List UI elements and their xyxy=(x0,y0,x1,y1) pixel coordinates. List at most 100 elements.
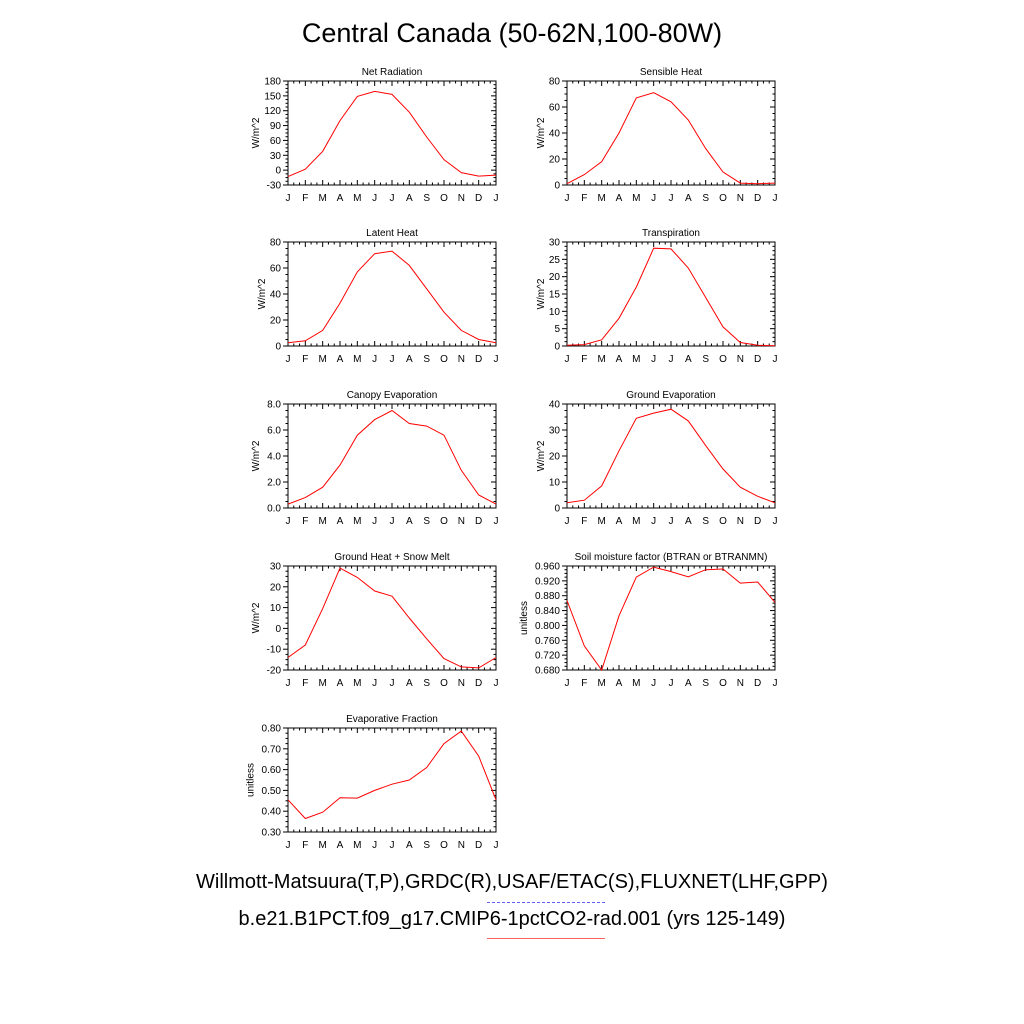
panel-2-x-tick-label: J xyxy=(565,193,570,204)
panel-3-y-axis-label: W/m^2 xyxy=(257,278,268,309)
panel-4-x-tick-label: M xyxy=(632,354,640,365)
panel-8-y-tick-label: 0.840 xyxy=(535,606,560,617)
panel-3-x-tick-label: S xyxy=(423,354,430,365)
panel-1-x-tick-label: M xyxy=(353,193,361,204)
panel-7-x-tick-label: F xyxy=(302,678,308,689)
panel-8-y-axis-label: unitless xyxy=(519,601,530,635)
panel-9-x-tick-label: M xyxy=(353,840,361,851)
panel-6-x-tick-label: J xyxy=(651,516,656,527)
footer-model-line: b.e21.B1PCT.f09_g17.CMIP6-1pctCO2-rad.00… xyxy=(238,908,786,930)
panel-1-y-tick-label: 120 xyxy=(264,106,281,117)
panel-3-x-tick-label: J xyxy=(286,354,291,365)
panel-6-y-tick-label: 10 xyxy=(549,478,561,489)
panel-4-y-tick-label: 15 xyxy=(549,290,561,301)
panel-9-x-tick-label: J xyxy=(390,840,395,851)
panel-2-x-tick-label: D xyxy=(754,193,761,204)
panel-6-y-tick-label: 0 xyxy=(554,504,560,515)
panel-6-title: Ground Evaporation xyxy=(626,390,716,401)
panel-8-y-tick-label: 0.760 xyxy=(535,636,560,647)
panel-8-frame xyxy=(566,565,776,671)
panel-2-title: Sensible Heat xyxy=(640,67,702,78)
panel-2-x-tick-label: J xyxy=(773,193,778,204)
panel-2-y-tick-label: 20 xyxy=(549,155,561,166)
panel-8-x-tick-label: N xyxy=(737,678,744,689)
panel-7-x-tick-label: J xyxy=(390,678,395,689)
panel-4-y-tick-label: 30 xyxy=(549,238,561,249)
panel-3-title: Latent Heat xyxy=(366,228,418,239)
panel-5-x-tick-label: M xyxy=(318,516,326,527)
panel-3-x-tick-label: D xyxy=(475,354,482,365)
panel-2-x-tick-label: O xyxy=(719,193,727,204)
panel-2-y-tick-label: 0 xyxy=(554,181,560,192)
panel-3-y-tick-label: 40 xyxy=(270,290,282,301)
panel-2-frame xyxy=(566,80,776,186)
panel-9-frame xyxy=(287,727,497,833)
panel-7-y-tick-label: 30 xyxy=(270,562,282,573)
panel-7-frame xyxy=(287,565,497,671)
panel-8-x-tick-label: A xyxy=(685,678,692,689)
panel-4-x-tick-label: F xyxy=(581,354,587,365)
panel-1-y-tick-label: 60 xyxy=(270,136,282,147)
panel-6-y-axis-label: W/m^2 xyxy=(536,440,547,471)
panel-2-x-tick-label: J xyxy=(669,193,674,204)
panel-5-y-tick-label: 8.0 xyxy=(267,400,281,411)
panel-7-x-tick-label: D xyxy=(475,678,482,689)
panel-4-x-tick-label: S xyxy=(702,354,709,365)
panel-6-y-tick-label: 20 xyxy=(549,452,561,463)
panel-7-y-axis-label: W/m^2 xyxy=(251,602,262,633)
panel-3-x-tick-label: J xyxy=(390,354,395,365)
panel-7-x-tick-label: J xyxy=(372,678,377,689)
panel-7-x-tick-label: J xyxy=(494,678,499,689)
panel-5-y-tick-label: 4.0 xyxy=(267,452,281,463)
panel-9-x-tick-label: J xyxy=(494,840,499,851)
panel-9-y-tick-label: 0.80 xyxy=(262,724,282,735)
panel-6-x-tick-label: J xyxy=(565,516,570,527)
panel-4-x-tick-label: J xyxy=(651,354,656,365)
panel-3-x-tick-label: J xyxy=(494,354,499,365)
panel-7-y-tick-label: -10 xyxy=(267,645,282,656)
panel-4-series-line xyxy=(566,247,776,347)
panel-4-frame xyxy=(566,241,776,347)
panel-1-y-tick-label: 90 xyxy=(270,121,282,132)
panel-1-x-tick-label: A xyxy=(337,193,344,204)
panel-4-y-tick-label: 20 xyxy=(549,272,561,283)
panel-7-x-tick-label: A xyxy=(337,678,344,689)
panel-2-x-tick-label: J xyxy=(651,193,656,204)
panel-3-x-tick-label: M xyxy=(318,354,326,365)
panel-7-y-tick-label: 0 xyxy=(275,624,281,635)
panel-2-series-line xyxy=(566,92,776,185)
panel-4-y-tick-label: 10 xyxy=(549,307,561,318)
panel-5-x-tick-label: J xyxy=(390,516,395,527)
panel-1-series-line xyxy=(287,90,497,178)
panel-5-x-tick-label: J xyxy=(286,516,291,527)
panel-8-x-tick-label: M xyxy=(597,678,605,689)
panel-3-y-tick-label: 80 xyxy=(270,238,282,249)
panel-1-x-tick-label: J xyxy=(286,193,291,204)
panel-1-x-tick-label: J xyxy=(372,193,377,204)
panel-9-series-line xyxy=(287,730,497,820)
panel-7-y-tick-label: 20 xyxy=(270,582,282,593)
panel-4-y-tick-label: 0 xyxy=(554,342,560,353)
panel-6-series-line xyxy=(566,408,776,504)
panel-6-x-tick-label: A xyxy=(616,516,623,527)
panel-9-y-tick-label: 0.50 xyxy=(262,786,282,797)
panel-5-x-tick-label: A xyxy=(406,516,413,527)
panel-5-y-tick-label: 0.0 xyxy=(267,504,281,515)
panel-1-y-tick-label: 180 xyxy=(264,77,281,88)
panel-6-y-tick-label: 40 xyxy=(549,400,561,411)
panel-8-x-tick-label: J xyxy=(565,678,570,689)
panel-6-x-tick-label: N xyxy=(737,516,744,527)
panel-8-x-tick-label: J xyxy=(651,678,656,689)
panel-5-x-tick-label: J xyxy=(494,516,499,527)
panel-8-x-tick-label: M xyxy=(632,678,640,689)
panel-2-y-tick-label: 60 xyxy=(549,103,561,114)
panel-9-x-tick-label: A xyxy=(406,840,413,851)
panel-9-x-tick-label: F xyxy=(302,840,308,851)
panel-1-y-tick-label: 150 xyxy=(264,91,281,102)
panel-6-y-tick-label: 30 xyxy=(549,426,561,437)
panel-9-x-tick-label: J xyxy=(286,840,291,851)
panel-4-x-tick-label: N xyxy=(737,354,744,365)
panel-9-x-tick-label: N xyxy=(458,840,465,851)
panel-4-y-tick-label: 25 xyxy=(549,255,561,266)
panel-3-series-line xyxy=(287,250,497,344)
